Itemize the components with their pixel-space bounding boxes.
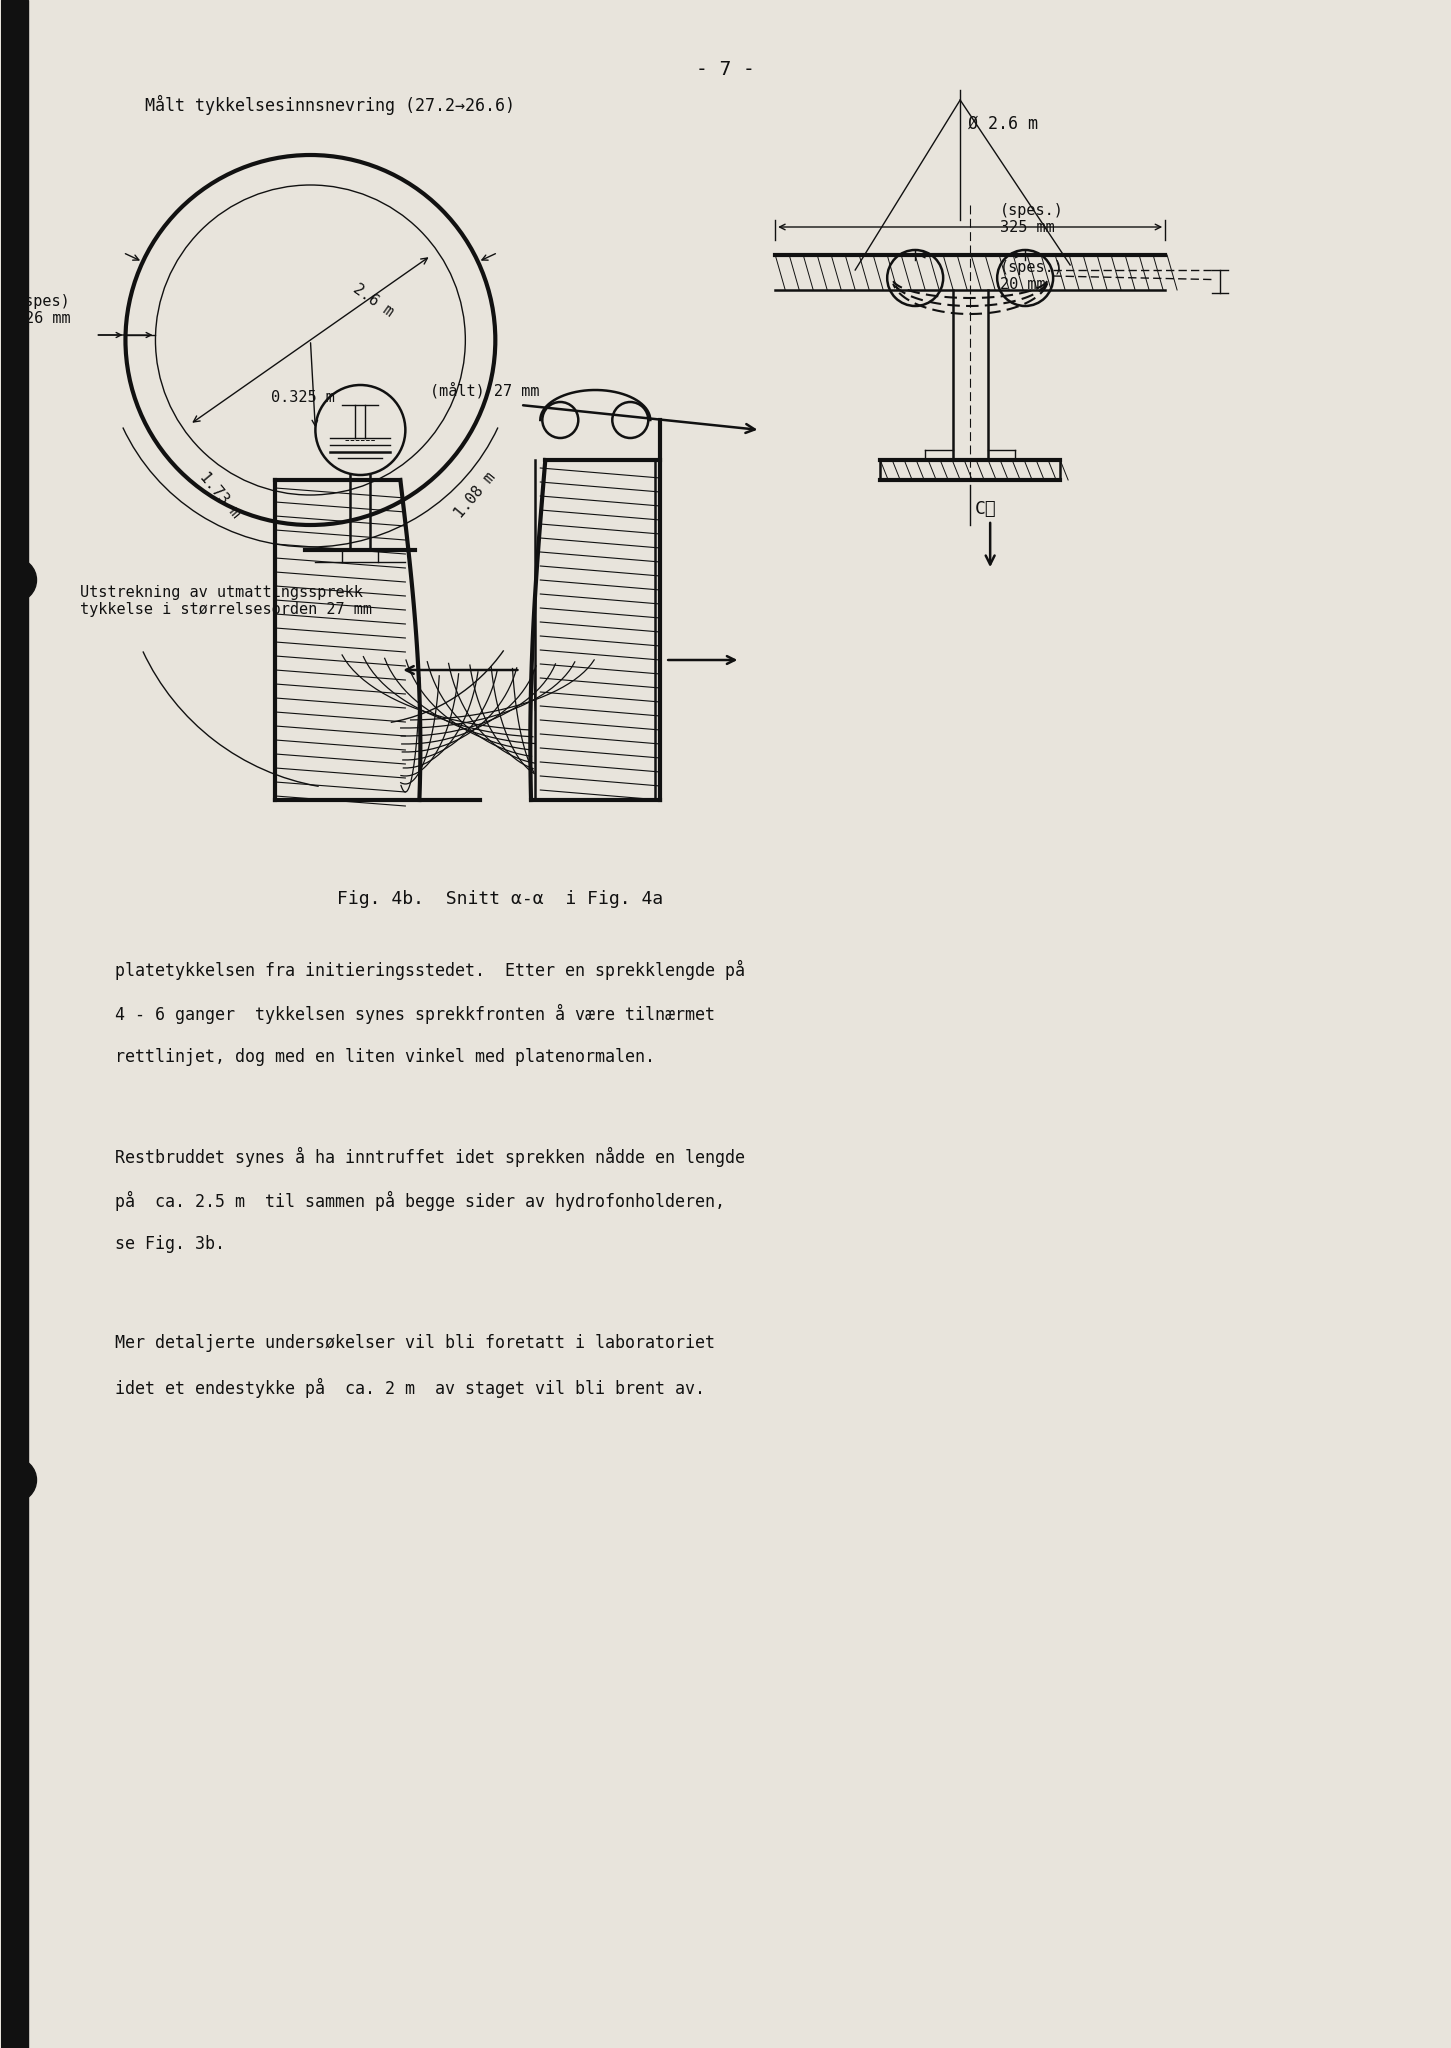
Circle shape (997, 250, 1053, 305)
Text: 1.08 m: 1.08 m (453, 469, 499, 520)
Text: rettlinjet, dog med en liten vinkel med platenormalen.: rettlinjet, dog med en liten vinkel med … (116, 1049, 656, 1067)
Text: 4 - 6 ganger  tykkelsen synes sprekkfronten å være tilnærmet: 4 - 6 ganger tykkelsen synes sprekkfront… (116, 1004, 715, 1024)
Text: idet et endestykke på  ca. 2 m  av staget vil bli brent av.: idet et endestykke på ca. 2 m av staget … (116, 1378, 705, 1399)
Text: 0.325 m: 0.325 m (271, 389, 335, 406)
Circle shape (887, 250, 943, 305)
Text: (spes.)
325 mm: (spes.) 325 mm (1000, 203, 1064, 236)
Text: (målt) 27 mm: (målt) 27 mm (431, 381, 540, 397)
Text: på  ca. 2.5 m  til sammen på begge sider av hydrofonholderen,: på ca. 2.5 m til sammen på begge sider a… (116, 1192, 726, 1210)
Bar (0, 0, 29, 2048)
Text: 2.6 m: 2.6 m (350, 281, 396, 319)
Text: - 7 -: - 7 - (696, 59, 755, 80)
Text: se Fig. 3b.: se Fig. 3b. (116, 1235, 225, 1253)
Text: Cℓ: Cℓ (975, 500, 997, 518)
Text: Ø 2.6 m: Ø 2.6 m (968, 115, 1037, 133)
Text: 1.73 m: 1.73 m (197, 469, 244, 520)
Text: Restbruddet synes å ha inntruffet idet sprekken nådde en lengde: Restbruddet synes å ha inntruffet idet s… (116, 1147, 746, 1167)
Text: Utstrekning av utmattingssprekk
tykkelse i størrelsesorden 27 mm: Utstrekning av utmattingssprekk tykkelse… (80, 586, 373, 616)
Circle shape (0, 1458, 36, 1501)
Circle shape (543, 401, 579, 438)
Text: platetykkelsen fra initieringsstedet.  Etter en sprekklengde på: platetykkelsen fra initieringsstedet. Et… (116, 961, 746, 981)
Text: (spes)
26 mm: (spes) 26 mm (16, 293, 71, 326)
Text: Målt tykkelsesinnsnevring (27.2→26.6): Målt tykkelsesinnsnevring (27.2→26.6) (145, 94, 515, 115)
Circle shape (0, 557, 36, 602)
Circle shape (612, 401, 649, 438)
Text: Fig. 4b.  Snitt α-α  i Fig. 4a: Fig. 4b. Snitt α-α i Fig. 4a (337, 891, 663, 907)
Text: (spes.)
20 mm: (spes.) 20 mm (1000, 260, 1064, 293)
Text: Mer detaljerte undersøkelser vil bli foretatt i laboratoriet: Mer detaljerte undersøkelser vil bli for… (116, 1333, 715, 1352)
